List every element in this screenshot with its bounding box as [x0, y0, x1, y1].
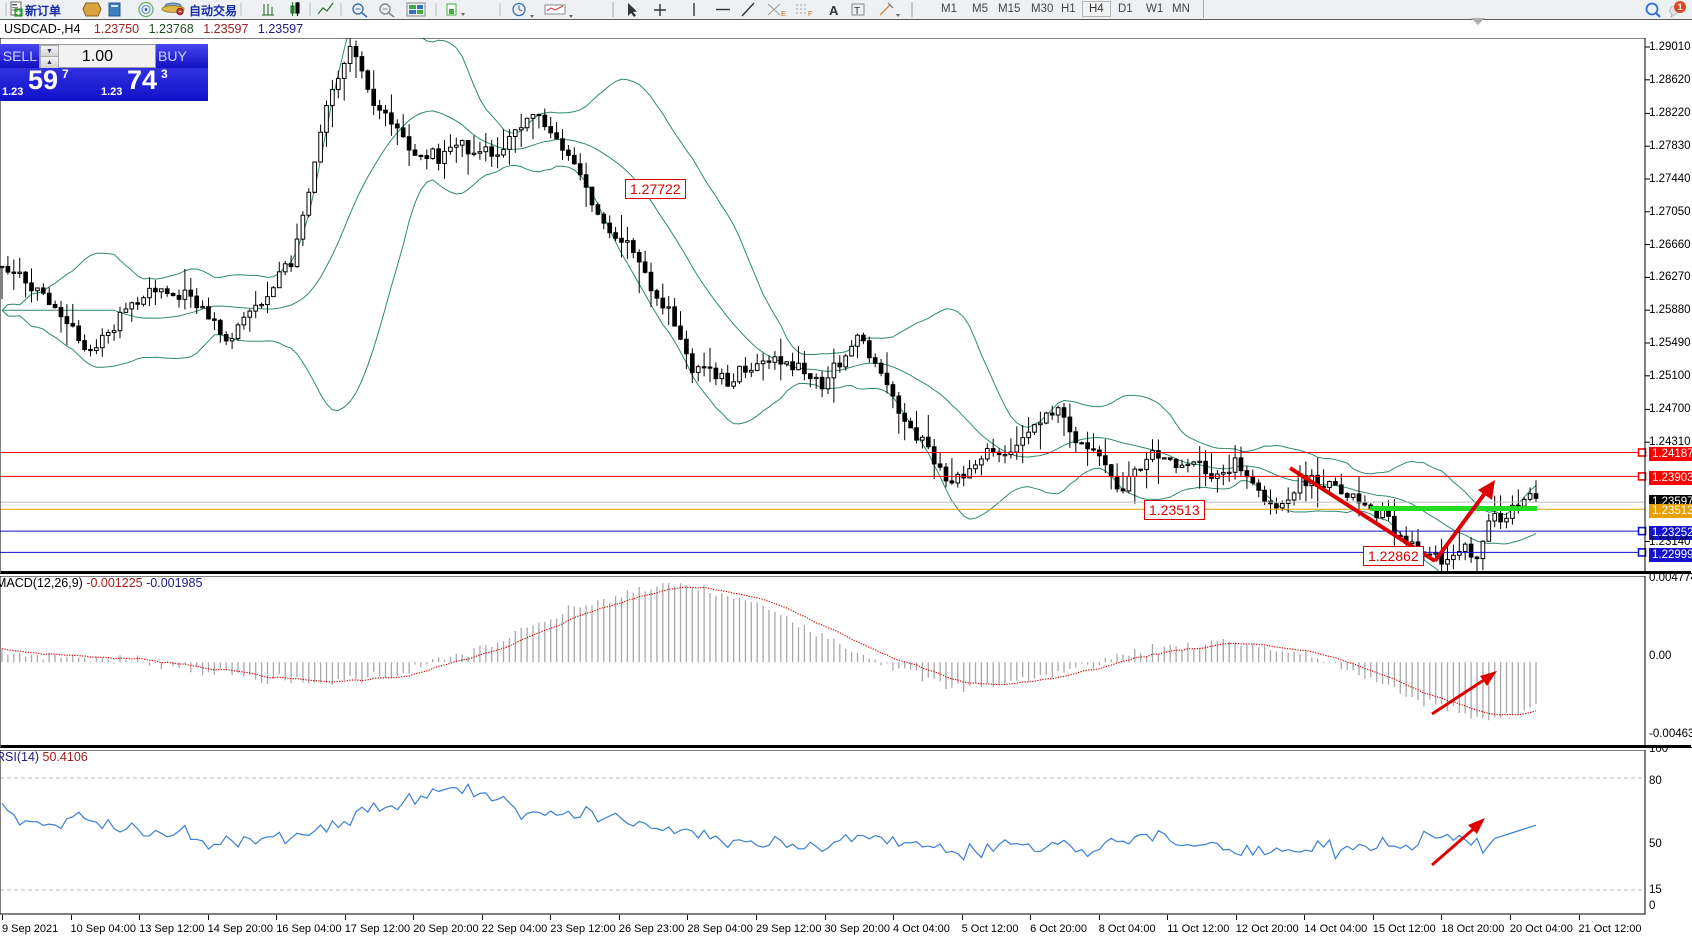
svg-text:F: F	[808, 11, 812, 18]
svg-text:E: E	[781, 11, 786, 18]
svg-text:1: 1	[1677, 2, 1682, 12]
svg-text:T: T	[854, 6, 860, 17]
svg-text:A: A	[829, 3, 839, 18]
